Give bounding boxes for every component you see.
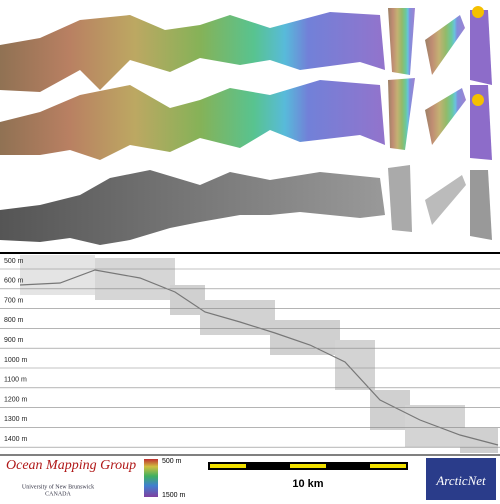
colorbar-bottom-label: 1500 m	[162, 492, 186, 499]
sun-icon	[472, 6, 484, 18]
bathymetry-swath	[470, 10, 492, 85]
depth-label: 1100 m	[4, 377, 27, 384]
depth-label: 600 m	[4, 278, 24, 285]
scale-bar-segment	[210, 464, 246, 468]
scale-bar-segment	[370, 464, 406, 468]
profile-block	[270, 320, 340, 355]
sun-icon	[472, 94, 484, 106]
partner-logo: ArcticNet	[435, 473, 486, 488]
bathymetry-swath	[0, 12, 385, 92]
depth-label: 1300 m	[4, 416, 28, 423]
bathymetry-swath	[0, 80, 385, 160]
profile-block	[95, 258, 175, 300]
backscatter-swath	[0, 170, 385, 245]
profile-block	[335, 340, 375, 390]
partner-logo-box	[426, 458, 496, 500]
depth-label: 1200 m	[4, 396, 28, 403]
depth-label: 1000 m	[4, 357, 28, 364]
scale-label: 10 km	[292, 478, 323, 490]
bathymetry-swath	[388, 78, 415, 150]
bathymetry-swath	[425, 88, 466, 145]
swath-panel	[0, 6, 492, 245]
colorbar-top-label: 500 m	[162, 458, 182, 465]
depth-label: 800 m	[4, 317, 24, 324]
depth-label: 1400 m	[4, 436, 28, 443]
backscatter-swath	[388, 165, 412, 232]
logo-university: University of New Brunswick	[22, 483, 94, 490]
depth-label: 700 m	[4, 297, 24, 304]
footer: Ocean Mapping Group University of New Br…	[6, 458, 496, 500]
bathymetry-swath	[425, 15, 465, 75]
logo-title: Ocean Mapping Group	[6, 458, 136, 473]
backscatter-swath	[470, 170, 492, 240]
backscatter-swath	[425, 175, 466, 225]
color-bar	[144, 459, 158, 497]
scale-bar-segment	[290, 464, 326, 468]
depth-label: 500 m	[4, 258, 24, 265]
depth-label: 900 m	[4, 337, 24, 344]
profile-panel: 500 m 600 m 700 m 800 m 900 m 1000 m 1100 m 120…	[0, 255, 500, 453]
seafloor-trace	[19, 269, 499, 446]
bathymetry-swath	[388, 8, 415, 75]
logo-country: CANADA	[45, 491, 71, 497]
